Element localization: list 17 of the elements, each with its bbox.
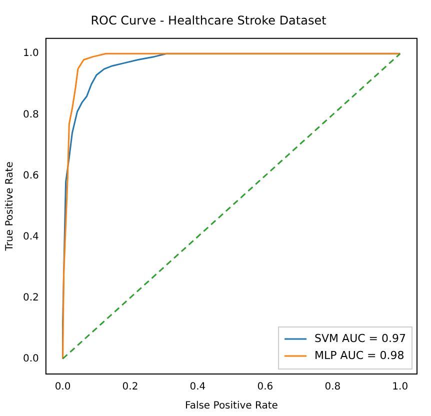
y-axis-title: True Positive Rate [4, 162, 16, 252]
y-tick-label: 0.6 [22, 170, 39, 182]
y-tick-label: 0.0 [22, 353, 39, 364]
y-tick-label: 0.4 [22, 231, 39, 242]
x-tick-label: 0.6 [257, 382, 274, 393]
y-tick-label: 1.0 [22, 48, 39, 60]
x-tick-label: 0.2 [122, 382, 138, 393]
x-tick-label: 0.0 [54, 382, 71, 393]
x-tick-label: 0.4 [190, 382, 206, 393]
chart-title: ROC Curve - Healthcare Stroke Dataset [90, 13, 327, 28]
legend-label: SVM AUC = 0.97 [314, 332, 406, 345]
legend-label: MLP AUC = 0.98 [314, 348, 404, 362]
x-axis-title: False Positive Rate [184, 400, 278, 412]
y-tick-label: 0.2 [22, 292, 39, 304]
x-tick-label: 0.8 [324, 382, 341, 393]
y-tick-label: 0.8 [22, 109, 39, 120]
x-tick-label: 1.0 [392, 382, 408, 393]
